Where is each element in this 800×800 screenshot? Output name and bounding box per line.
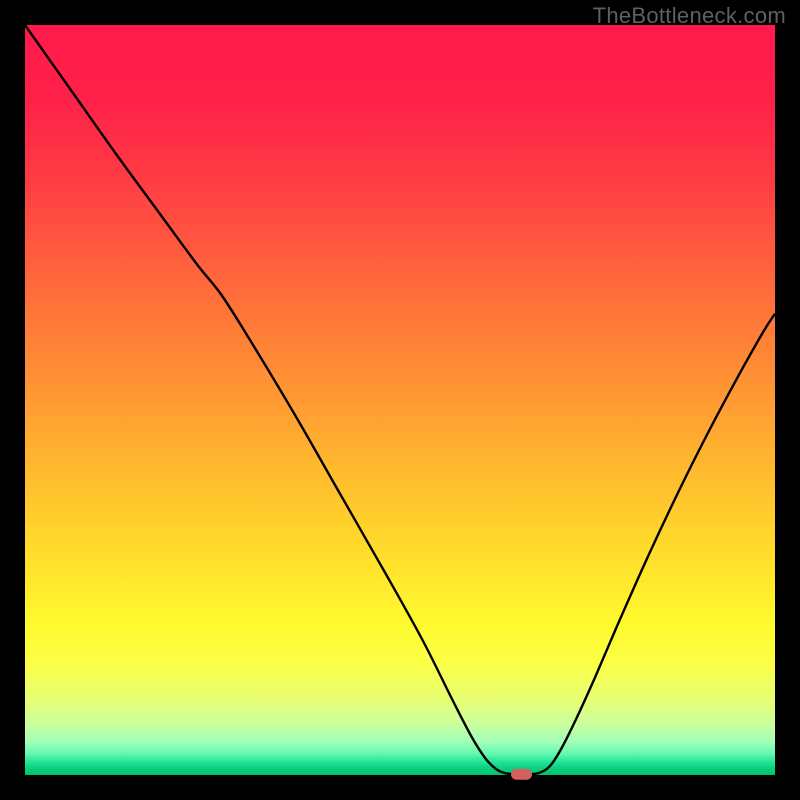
watermark-text: TheBottleneck.com [593, 3, 786, 29]
optimal-point-marker [511, 769, 532, 780]
bottleneck-chart [0, 0, 800, 800]
chart-background-gradient [25, 25, 775, 775]
